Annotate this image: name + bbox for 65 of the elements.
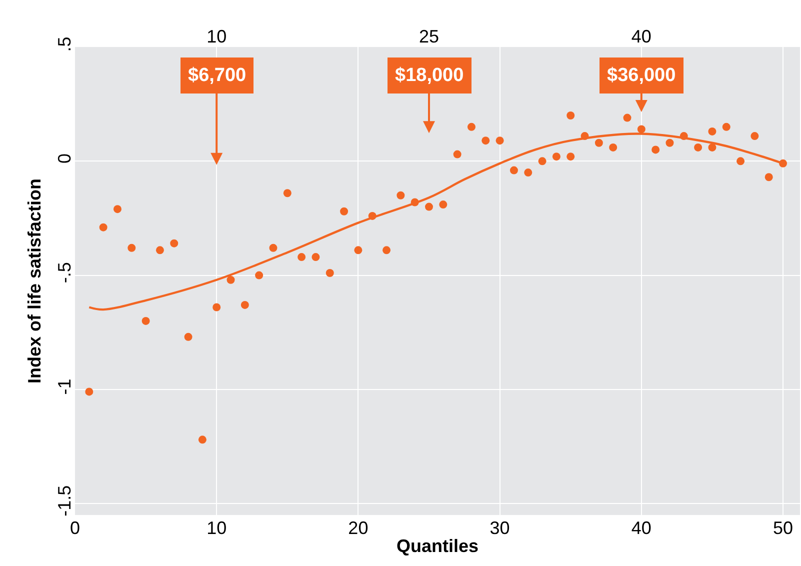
point (255, 271, 264, 280)
annotation: $6,700 (188, 65, 246, 86)
point (269, 244, 278, 252)
x-axis-title: Quantiles (396, 536, 479, 556)
point (652, 146, 660, 154)
point (425, 202, 433, 211)
point (722, 122, 730, 131)
x-tick-label: 30 (490, 518, 510, 538)
point (538, 157, 546, 166)
point (708, 127, 716, 136)
point (354, 246, 362, 254)
x-tick-label: 50 (772, 518, 794, 538)
point (736, 157, 745, 166)
point (439, 200, 448, 209)
x-tick-label: 40 (631, 518, 652, 538)
y-tick-label: 0 (54, 153, 74, 164)
point (637, 125, 646, 134)
point (510, 166, 518, 174)
x2-tick-label: 25 (418, 26, 440, 46)
point (694, 143, 702, 152)
point (198, 436, 206, 444)
point (326, 269, 334, 278)
x-tick-label: 20 (348, 518, 368, 538)
point (482, 136, 490, 145)
x2-tick-label: 40 (631, 26, 652, 46)
y-axis-title: Index of life satisfaction (24, 178, 45, 384)
point (298, 253, 306, 262)
y-tick-label: -1 (54, 378, 74, 395)
point (666, 138, 674, 147)
point (340, 207, 348, 216)
point (467, 122, 476, 131)
point (226, 276, 235, 284)
annotation: $36,000 (607, 65, 676, 86)
y-tick-label: -1.5 (54, 485, 74, 516)
x-tick-label: 10 (206, 518, 227, 538)
point (382, 246, 391, 254)
point (566, 152, 575, 161)
point (212, 303, 221, 312)
x2-tick-label: 10 (206, 26, 227, 46)
point (552, 152, 560, 161)
point (708, 143, 716, 152)
y-tick-label: .5 (54, 36, 74, 52)
point (750, 132, 759, 140)
point (99, 223, 108, 232)
point (156, 246, 164, 254)
point (85, 388, 94, 396)
y-tick-label: -.5 (54, 262, 74, 284)
point (312, 253, 320, 262)
point (609, 143, 618, 152)
point (396, 191, 405, 200)
point (170, 239, 178, 248)
point (184, 332, 192, 341)
point (566, 111, 575, 120)
point (594, 138, 603, 147)
point (764, 173, 773, 182)
annotation: $18,000 (395, 65, 464, 86)
point (142, 316, 150, 325)
point (283, 189, 292, 198)
point (240, 300, 249, 309)
point (113, 205, 122, 214)
point (623, 114, 632, 122)
point (496, 136, 504, 145)
point (524, 168, 532, 177)
point (453, 150, 462, 158)
point (128, 244, 136, 252)
